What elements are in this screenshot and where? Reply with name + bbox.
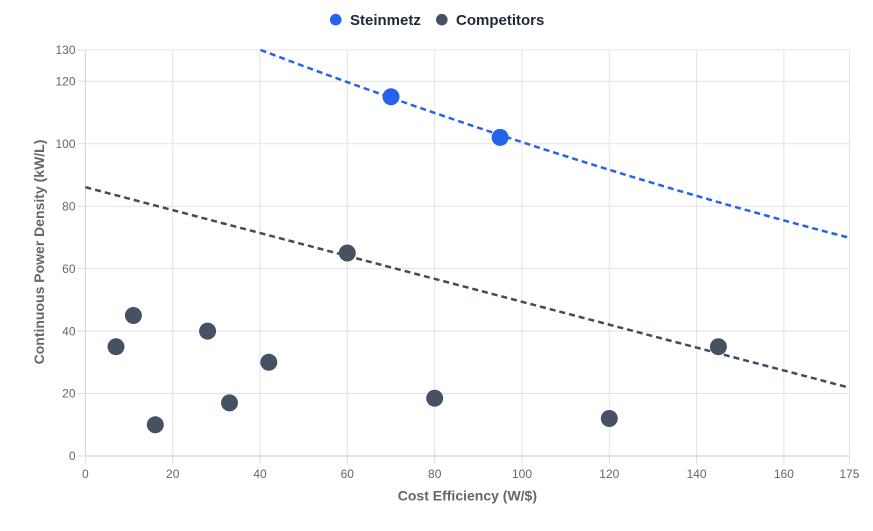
svg-text:0: 0 bbox=[82, 467, 89, 481]
svg-text:140: 140 bbox=[687, 467, 707, 481]
svg-text:40: 40 bbox=[62, 324, 76, 338]
svg-text:80: 80 bbox=[428, 467, 442, 481]
svg-text:60: 60 bbox=[62, 262, 76, 276]
svg-text:120: 120 bbox=[599, 467, 619, 481]
svg-text:Continuous Power Density (kW/L: Continuous Power Density (kW/L) bbox=[31, 140, 47, 365]
svg-text:20: 20 bbox=[62, 387, 76, 401]
svg-text:Competitors: Competitors bbox=[456, 12, 544, 29]
svg-text:160: 160 bbox=[774, 467, 794, 481]
svg-text:175: 175 bbox=[839, 467, 859, 481]
svg-text:100: 100 bbox=[55, 137, 75, 151]
svg-text:100: 100 bbox=[512, 467, 532, 481]
svg-text:40: 40 bbox=[253, 467, 267, 481]
svg-text:0: 0 bbox=[69, 449, 76, 463]
svg-text:130: 130 bbox=[55, 43, 75, 57]
svg-text:Cost Efficiency (W/$): Cost Efficiency (W/$) bbox=[398, 488, 537, 504]
svg-text:80: 80 bbox=[62, 199, 76, 213]
svg-text:60: 60 bbox=[341, 467, 355, 481]
svg-text:120: 120 bbox=[55, 74, 75, 88]
svg-text:20: 20 bbox=[166, 467, 180, 481]
svg-text:Steinmetz: Steinmetz bbox=[350, 12, 421, 29]
